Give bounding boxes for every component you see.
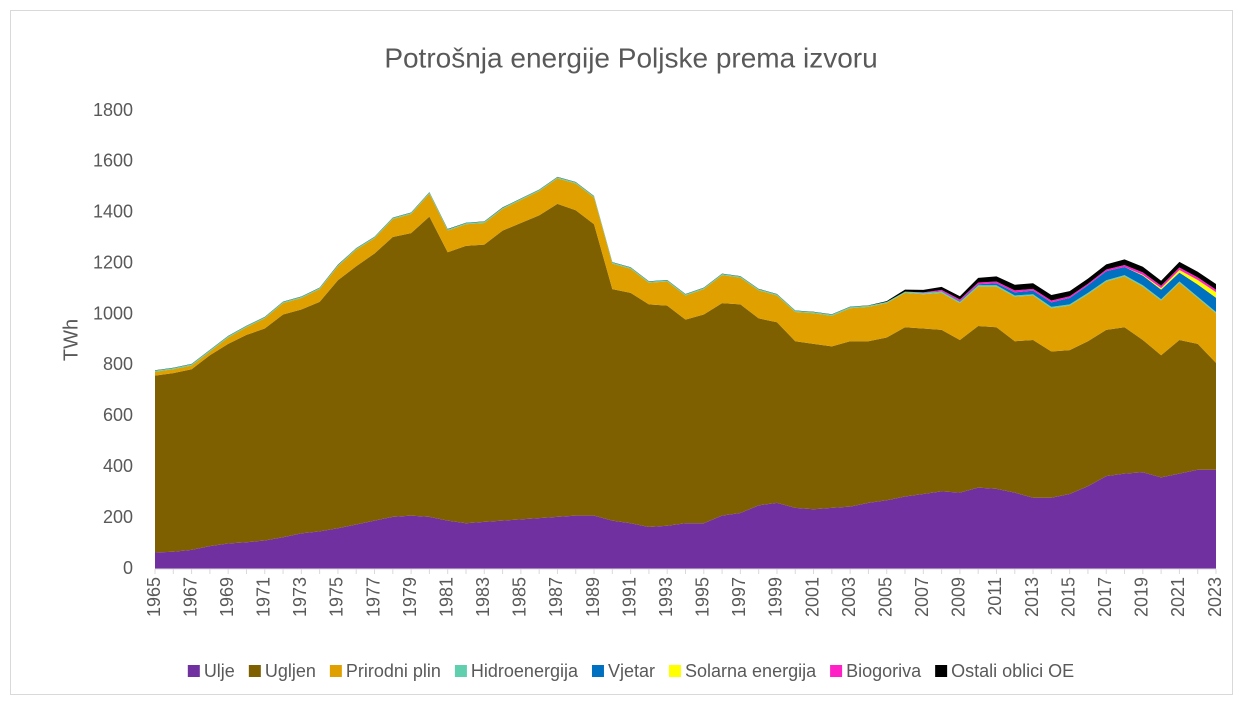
x-tick-label: 1969 [217, 577, 237, 617]
x-tick-label: 1965 [144, 577, 164, 617]
legend-label: Solarna energija [685, 661, 817, 681]
x-tick-label: 1999 [766, 577, 786, 617]
x-tick-label: 1983 [473, 577, 493, 617]
y-axis-label: TWh [60, 319, 82, 361]
legend-label: Ostali oblici OE [951, 661, 1074, 681]
y-tick-label: 600 [103, 405, 133, 425]
x-tick-label: 2009 [949, 577, 969, 617]
x-tick-label: 2021 [1168, 577, 1188, 617]
legend-swatch [248, 665, 261, 677]
y-tick-label: 0 [123, 558, 133, 578]
x-tick-label: 2017 [1095, 577, 1115, 617]
x-tick-label: 1975 [327, 577, 347, 617]
legend-swatch [669, 665, 681, 677]
y-tick-label: 1000 [93, 303, 133, 323]
x-tick-label: 2015 [1058, 577, 1078, 617]
legend-label: Vjetar [608, 661, 655, 681]
x-tick-label: 1995 [693, 577, 713, 617]
x-tick-label: 1987 [546, 577, 566, 617]
legend-label: Ugljen [265, 661, 316, 681]
legend-label: Biogoriva [846, 661, 922, 681]
x-tick-label: 2007 [912, 577, 932, 617]
x-tick-label: 1989 [583, 577, 603, 617]
x-tick-label: 1977 [363, 577, 383, 617]
legend-swatch [830, 665, 843, 677]
x-tick-label: 1993 [656, 577, 676, 617]
x-tick-label: 1997 [729, 577, 749, 617]
legend-label: Hidroenergija [471, 661, 579, 681]
legend-swatch [187, 665, 200, 677]
legend-swatch [935, 665, 948, 677]
area [155, 469, 1216, 569]
x-tick-label: 2019 [1132, 577, 1152, 617]
legend-label: Ulje [204, 661, 235, 681]
x-tick-label: 1991 [619, 577, 639, 617]
y-tick-label: 200 [103, 507, 133, 527]
y-tick-label: 1600 [93, 151, 133, 171]
chart-title: Potrošnja energije Poljske prema izvoru [384, 42, 877, 73]
y-tick-label: 800 [103, 354, 133, 374]
x-tick-label: 2005 [875, 577, 895, 617]
legend-swatch [591, 665, 604, 677]
y-tick-label: 1200 [93, 252, 133, 272]
x-tick-label: 1971 [254, 577, 274, 617]
legend-label: Prirodni plin [346, 661, 441, 681]
x-tick-label: 1979 [400, 577, 420, 617]
y-tick-label: 1800 [93, 100, 133, 120]
x-tick-label: 1967 [180, 577, 200, 617]
x-tick-label: 2001 [802, 577, 822, 617]
x-tick-label: 1973 [290, 577, 310, 617]
area [155, 178, 1216, 376]
x-tick-label: 2023 [1205, 577, 1225, 617]
y-tick-label: 400 [103, 456, 133, 476]
x-tick-label: 2011 [985, 577, 1005, 616]
area [155, 203, 1216, 553]
x-tick-label: 2013 [1022, 577, 1042, 617]
x-tick-label: 2003 [839, 577, 859, 617]
x-tick-label: 1981 [436, 577, 456, 617]
x-tick-label: 1985 [510, 577, 530, 617]
y-tick-label: 1400 [93, 202, 133, 222]
legend-swatch [454, 665, 467, 677]
legend-swatch [329, 665, 342, 677]
